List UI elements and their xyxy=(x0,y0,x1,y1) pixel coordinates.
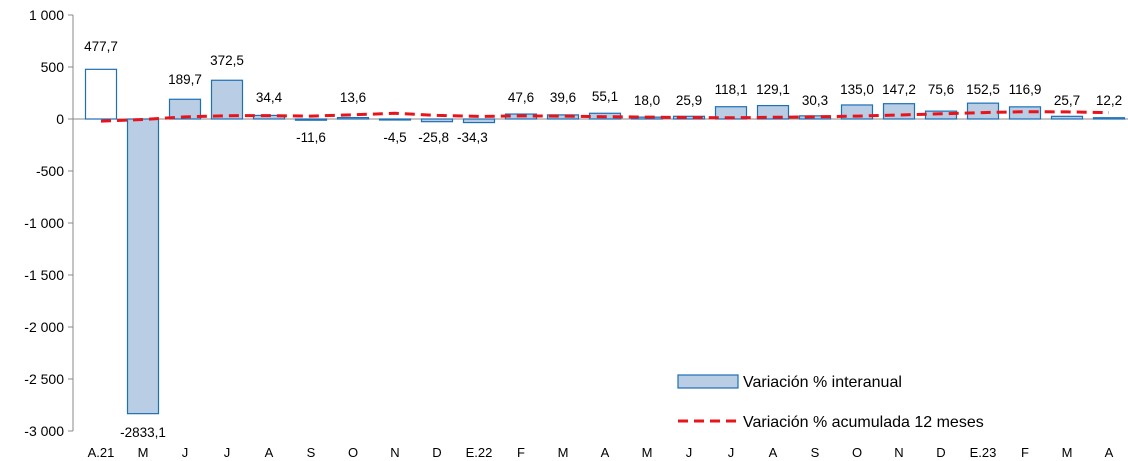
bar xyxy=(336,116,370,120)
x-tick-label: F xyxy=(1021,445,1029,460)
legend-label-line: Variación % acumulada 12 meses xyxy=(743,414,984,431)
data-label: -4,5 xyxy=(383,130,406,145)
data-label: 55,1 xyxy=(592,89,618,104)
legend: Variación % interanual Variación % acumu… xyxy=(677,374,984,431)
bar xyxy=(672,115,706,120)
data-label: 135,0 xyxy=(840,82,874,97)
y-tick-label: -2 500 xyxy=(24,371,64,387)
data-label: 147,2 xyxy=(882,82,916,97)
x-tick-label: O xyxy=(852,445,862,460)
data-label: -2833,1 xyxy=(120,425,166,440)
data-label: 12,2 xyxy=(1096,93,1122,108)
y-axis: 1 000 500 0 -500 -1 000 -1 500 -2 000 -2 500 -3 … xyxy=(24,7,74,439)
x-tick-label: A xyxy=(601,445,610,460)
y-tick-label: -1 000 xyxy=(24,215,64,231)
data-label: -25,8 xyxy=(418,130,449,145)
x-tick-label: E.22 xyxy=(466,445,493,460)
data-label: 118,1 xyxy=(715,82,748,97)
line-series-path xyxy=(100,110,1110,123)
bar xyxy=(756,104,790,120)
bar xyxy=(210,79,244,120)
bar xyxy=(84,68,118,120)
x-tick-label: J xyxy=(686,445,693,460)
y-tick-label: 0 xyxy=(56,111,64,127)
bar xyxy=(1008,106,1042,120)
data-label: 75,6 xyxy=(928,82,954,97)
y-tick-label: -500 xyxy=(36,163,64,179)
bar xyxy=(966,102,1000,120)
x-tick-label: A xyxy=(265,445,274,460)
data-label: 477,7 xyxy=(84,39,118,54)
x-tick-label: M xyxy=(1062,445,1073,460)
x-tick-label: N xyxy=(894,445,903,460)
bar xyxy=(420,118,454,123)
legend-swatch-bar xyxy=(677,374,739,389)
y-tick-label: 1 000 xyxy=(29,7,64,23)
legend-label-bar: Variación % interanual xyxy=(743,374,902,391)
bar xyxy=(462,118,496,124)
data-label: 47,6 xyxy=(508,90,534,105)
data-label: 25,9 xyxy=(676,93,702,108)
x-tick-label: O xyxy=(348,445,358,460)
x-tick-label: M xyxy=(642,445,653,460)
data-label: 25,7 xyxy=(1054,93,1080,108)
data-label: 39,6 xyxy=(550,90,576,105)
x-tick-label: M xyxy=(138,445,149,460)
data-label: 13,6 xyxy=(340,90,366,105)
x-tick-label: S xyxy=(811,445,820,460)
x-axis: A.21 M J J A S O N D E.22 F M A M J J A S O N D E.23 F M A xyxy=(88,445,1114,460)
data-label: -34,3 xyxy=(457,130,488,145)
data-label: 30,3 xyxy=(802,93,828,108)
x-tick-label: N xyxy=(390,445,399,460)
line-series xyxy=(100,110,1110,123)
data-label: 372,5 xyxy=(210,53,244,68)
x-tick-label: D xyxy=(432,445,441,460)
data-label: 116,9 xyxy=(1009,82,1042,97)
bar xyxy=(126,118,160,415)
x-tick-label: S xyxy=(307,445,316,460)
y-tick-label: -1 500 xyxy=(24,267,64,283)
x-tick-label: M xyxy=(558,445,569,460)
bar xyxy=(378,118,412,121)
bar xyxy=(840,104,874,120)
data-label: 189,7 xyxy=(168,72,202,87)
bar-series xyxy=(84,68,1126,415)
bar xyxy=(1092,117,1126,120)
bar xyxy=(1050,115,1084,120)
x-tick-label: E.23 xyxy=(970,445,997,460)
x-tick-label: J xyxy=(182,445,189,460)
x-tick-label: A.21 xyxy=(88,445,115,460)
bar xyxy=(168,98,202,120)
x-tick-label: D xyxy=(936,445,945,460)
data-labels: 477,7-2833,1189,7372,534,4-11,613,6-4,5-… xyxy=(84,39,1122,440)
bar xyxy=(294,118,328,121)
data-label: 152,5 xyxy=(966,82,1000,97)
data-label: -11,6 xyxy=(296,130,326,145)
x-tick-label: A xyxy=(769,445,778,460)
y-tick-label: 500 xyxy=(41,59,65,75)
y-tick-label: -3 000 xyxy=(24,423,64,439)
data-label: 34,4 xyxy=(256,90,283,105)
x-tick-label: F xyxy=(517,445,525,460)
x-tick-label: J xyxy=(224,445,231,460)
data-label: 129,1 xyxy=(756,82,790,97)
data-label: 18,0 xyxy=(634,93,660,108)
x-tick-label: A xyxy=(1105,445,1114,460)
x-tick-label: J xyxy=(728,445,735,460)
bar xyxy=(546,114,580,120)
y-tick-label: -2 000 xyxy=(24,319,64,335)
